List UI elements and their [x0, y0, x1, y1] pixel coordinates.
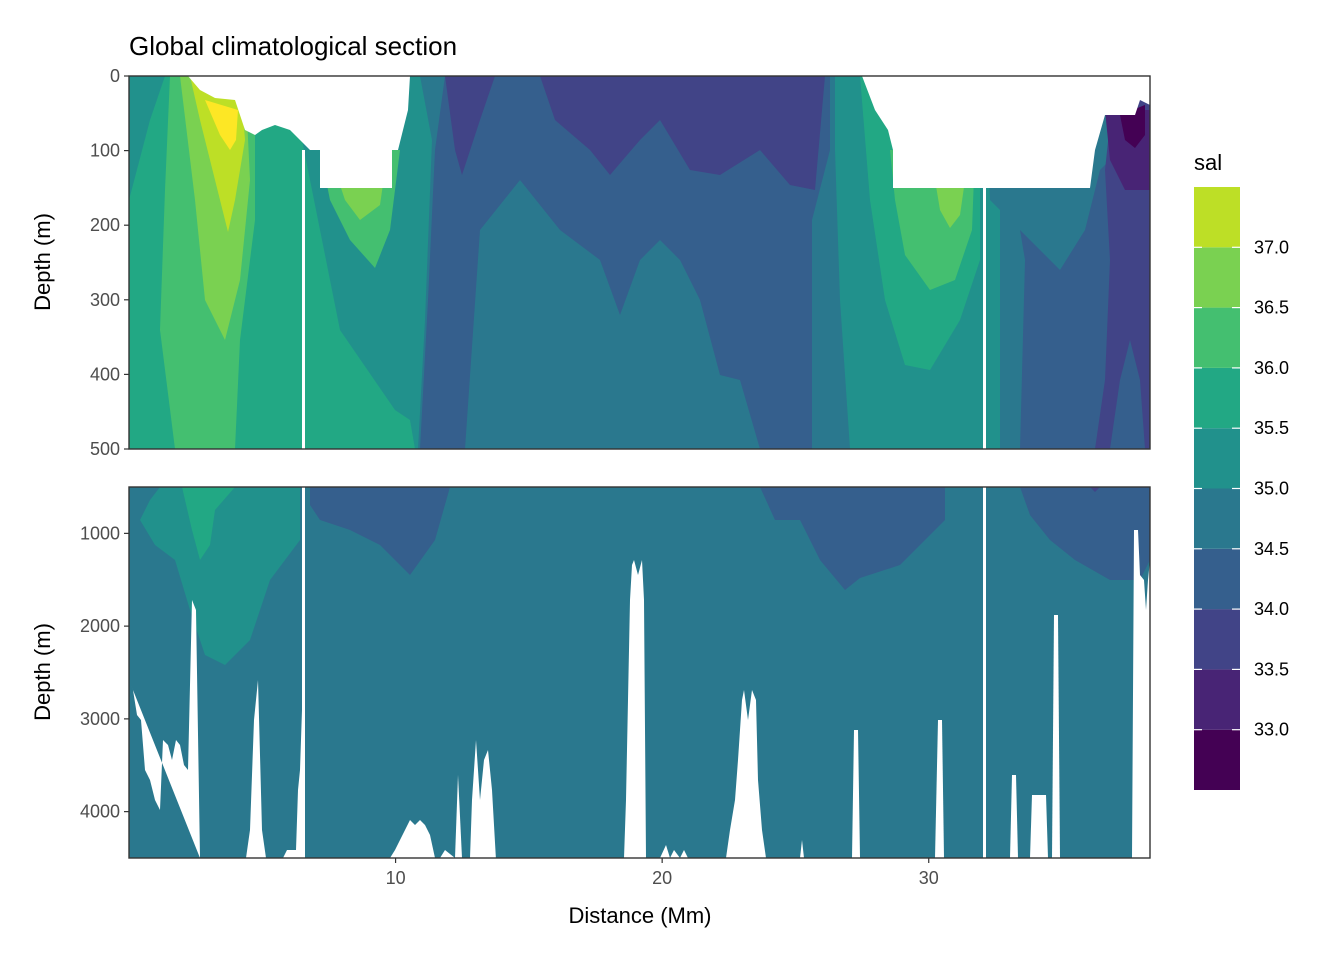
- y-tick-label: 2000: [80, 616, 120, 636]
- seafloor-segment: [470, 740, 496, 858]
- legend-swatch: [1194, 367, 1240, 429]
- seafloor-segment: [283, 710, 305, 858]
- y-tick-label: 1000: [80, 523, 120, 543]
- lower-missing-column-1: [302, 487, 305, 858]
- x-axis: 10 20 30: [386, 858, 939, 888]
- upper-panel-border: [128, 75, 1151, 450]
- lower-missing-column-2: [983, 487, 986, 858]
- x-tick-label: 30: [919, 868, 939, 888]
- legend: sal 33.0 33.5 34.0 34.5 35.0 35.5 36.0 36.5 37.0: [1194, 150, 1289, 790]
- seafloor-segment: [680, 850, 688, 858]
- legend-label: 35.0: [1254, 479, 1289, 499]
- seafloor-segment: [852, 730, 860, 858]
- upper-missing-column-1: [302, 150, 305, 449]
- x-tick-label: 20: [652, 868, 672, 888]
- y-tick-label: 300: [90, 290, 120, 310]
- seafloor-segment: [800, 840, 804, 858]
- legend-swatch: [1194, 609, 1240, 670]
- seafloor-segment: [726, 690, 766, 858]
- seafloor-segment: [660, 845, 670, 858]
- y-axis-title-lower: Depth (m): [30, 623, 55, 721]
- upper-missing-column-2: [983, 188, 986, 449]
- seafloor-segment: [455, 775, 462, 858]
- upper-mask-mid-left: [320, 150, 392, 188]
- upper-mask-right: [862, 76, 1150, 188]
- upper-panel-contours: [129, 76, 1150, 449]
- legend-label: 35.5: [1254, 418, 1289, 438]
- y-axis-title-upper: Depth (m): [30, 213, 55, 311]
- legend-label: 36.5: [1254, 298, 1289, 318]
- lower-seafloor-mask: [129, 530, 1150, 858]
- legend-swatch: [1194, 187, 1240, 248]
- legend-label: 33.5: [1254, 659, 1289, 679]
- lower-panel-border: [128, 486, 1151, 859]
- band-34.0-34.5-deep-right: [1020, 487, 1150, 580]
- band-33.5-34.0-deep-right: [1090, 487, 1100, 492]
- chart-title: Global climatological section: [129, 31, 457, 61]
- seafloor-segment: [129, 600, 200, 858]
- y-tick-label: 200: [90, 215, 120, 235]
- legend-swatch: [1194, 247, 1240, 308]
- legend-swatch: [1194, 548, 1240, 610]
- band-33.5-34.0-mid: [445, 76, 825, 190]
- seafloor-segment: [1052, 615, 1060, 858]
- x-tick-label: 10: [386, 868, 406, 888]
- legend-label: 33.0: [1254, 720, 1289, 740]
- legend-swatch: [1194, 729, 1240, 790]
- seafloor-segment: [390, 820, 435, 858]
- y-tick-label: 500: [90, 439, 120, 459]
- seafloor-segment: [440, 850, 455, 858]
- legend-label: 34.0: [1254, 599, 1289, 619]
- seafloor-segment: [246, 680, 266, 858]
- y-tick-label: 100: [90, 141, 120, 161]
- band-34.0-34.5-deep-mid: [310, 487, 945, 590]
- y-tick-label: 0: [110, 66, 120, 86]
- y-tick-label: 4000: [80, 802, 120, 822]
- legend-label: 34.5: [1254, 539, 1289, 559]
- lower-panel: 1000 2000 3000 4000: [80, 486, 1151, 859]
- upper-y-axis: 0 100 200 300 400 500: [90, 66, 129, 459]
- legend-title: sal: [1194, 150, 1222, 175]
- seafloor-segment: [670, 850, 680, 858]
- band-36.5-37.0-right: [935, 180, 965, 228]
- y-tick-label: 3000: [80, 709, 120, 729]
- legend-label: 36.0: [1254, 358, 1289, 378]
- seafloor-segment: [1030, 795, 1048, 858]
- lower-panel-contours: [129, 487, 1150, 858]
- lower-y-axis: 1000 2000 3000 4000: [80, 523, 129, 822]
- x-axis-title: Distance (Mm): [568, 903, 711, 928]
- upper-panel: 0 100 200 300 400 500: [90, 66, 1151, 459]
- seafloor-segment: [624, 560, 646, 858]
- legend-swatch: [1194, 669, 1240, 730]
- legend-swatch: [1194, 428, 1240, 489]
- legend-label: 37.0: [1254, 237, 1289, 257]
- band-32.5-33.0-right: [1120, 105, 1145, 148]
- band-35.0-35.5-deep-left: [140, 487, 300, 665]
- seafloor-segment: [935, 720, 944, 858]
- legend-swatch: [1194, 307, 1240, 368]
- seafloor-segment: [1132, 530, 1150, 858]
- band-37.5-plus-left: [205, 100, 238, 150]
- legend-swatch: [1194, 488, 1240, 549]
- y-tick-label: 400: [90, 364, 120, 384]
- band-35.5-36.0-deep-left: [182, 487, 235, 560]
- seafloor-segment: [1010, 775, 1018, 858]
